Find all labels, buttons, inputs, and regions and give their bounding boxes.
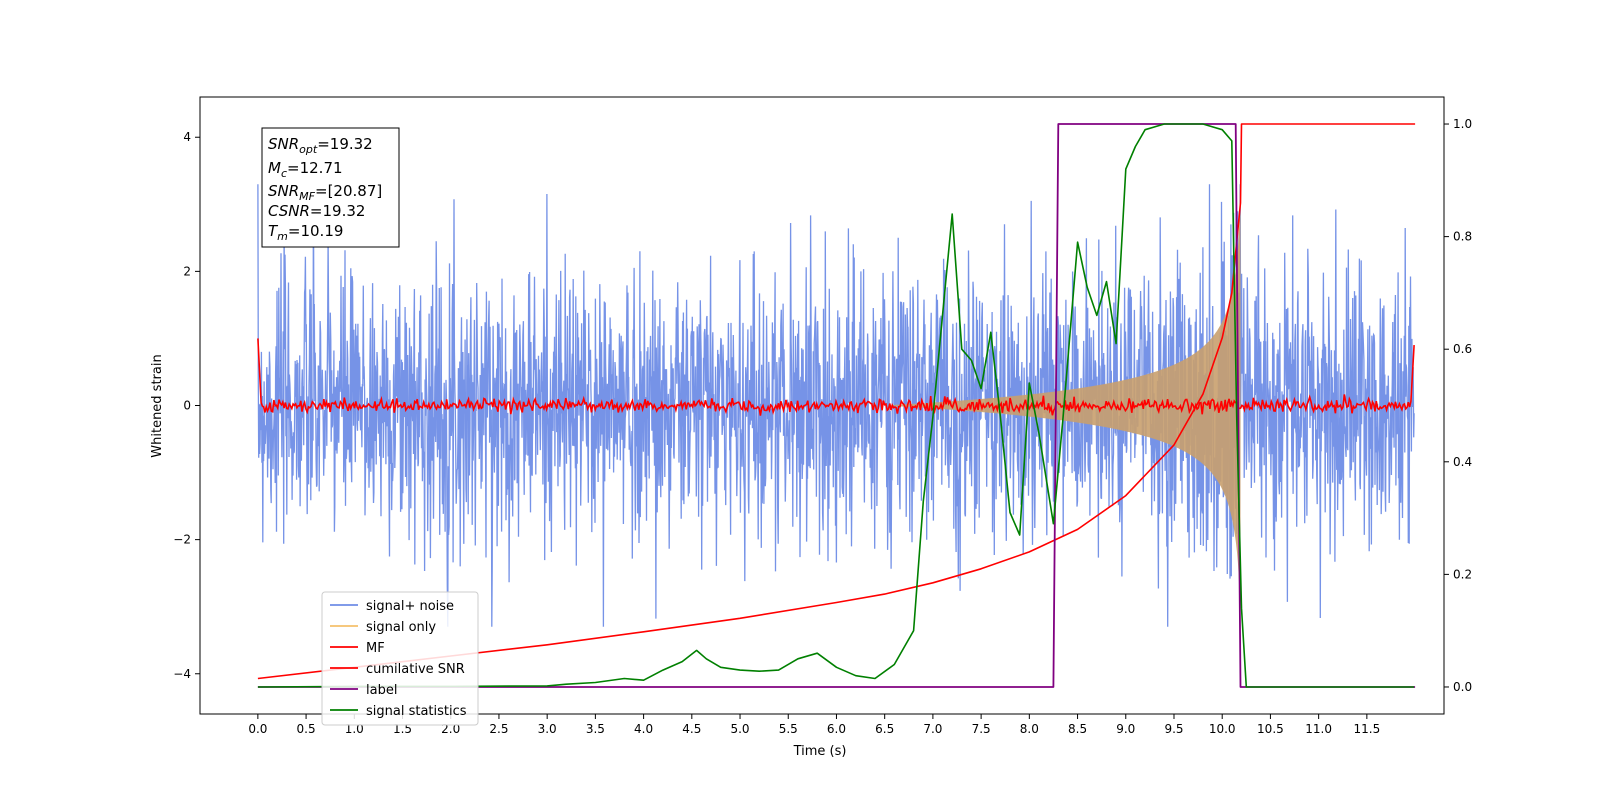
x-axis-label: Time (s) (793, 744, 847, 759)
legend-label: cumilative SNR (366, 662, 465, 677)
x-tick-label: 0.0 (248, 722, 267, 736)
series-signal-plus-noise (257, 184, 1415, 627)
y-tick-label: −4 (173, 667, 191, 681)
legend-label: signal only (366, 620, 436, 635)
legend-label: signal+ noise (366, 599, 454, 614)
x-tick-label: 5.0 (730, 722, 749, 736)
x-tick-label: 8.5 (1068, 722, 1087, 736)
y2-tick-label: 1.0 (1453, 117, 1472, 131)
annotation-line-5: Tm=10.19 (268, 222, 343, 243)
y2-tick-label: 0.6 (1453, 342, 1472, 356)
x-tick-label: 2.5 (489, 722, 508, 736)
y-tick-label: 0 (183, 399, 191, 413)
legend-frame (321, 591, 479, 726)
x-tick-label: 3.5 (586, 722, 605, 736)
x-tick-label: 11.5 (1353, 722, 1380, 736)
x-tick-label: 4.5 (682, 722, 701, 736)
x-tick-label: 10.5 (1257, 722, 1284, 736)
legend-label: signal statistics (366, 704, 467, 719)
legend: signal+ noise signal only MF cumilative SNR… (321, 591, 479, 726)
series-signal-statistics (257, 123, 1415, 688)
y2-tick-label: 0.0 (1453, 680, 1472, 694)
legend-label: MF (366, 641, 385, 656)
series-cumulative-snr (257, 123, 1416, 680)
x-tick-label: 7.0 (923, 722, 942, 736)
y-tick-label: 4 (183, 130, 191, 144)
annotation-line-4: CSNR=19.32 (268, 202, 365, 220)
x-tick-label: 9.0 (1116, 722, 1135, 736)
legend-label: label (366, 683, 397, 698)
y2-tick-label: 0.8 (1453, 230, 1472, 244)
x-tick-label: 8.0 (1020, 722, 1039, 736)
x-tick-label: 11.0 (1305, 722, 1332, 736)
x-tick-label: 4.0 (634, 722, 653, 736)
plot-area (257, 123, 1416, 688)
x-tick-label: 6.0 (827, 722, 846, 736)
axes: 0.0 0.5 1.0 1.5 2.0 2.5 3.0 3.5 4.0 4.5 5.0 5.5 6.0 6… (173, 96, 1472, 736)
x-tick-label: 7.5 (972, 722, 991, 736)
y-tick-label: −2 (173, 533, 191, 547)
y2-tick-label: 0.4 (1453, 455, 1472, 469)
series-mf (257, 338, 1415, 416)
annotation-box: SNRopt=19.32 Mc=12.71 SNRMF=[20.87] CSNR… (261, 127, 400, 248)
annotation-line-3: SNRMF=[20.87] (268, 182, 382, 203)
x-tick-label: 9.5 (1164, 722, 1183, 736)
x-tick-label: 5.5 (779, 722, 798, 736)
annotation-line-1: SNRopt=19.32 (268, 135, 373, 156)
y2-tick-label: 0.2 (1453, 567, 1472, 581)
x-tick-label: 10.0 (1209, 722, 1236, 736)
y-axis-label: Whitened strain (150, 354, 165, 457)
x-tick-label: 0.5 (297, 722, 316, 736)
annotation-frame (261, 127, 400, 248)
y-tick-label: 2 (183, 264, 191, 278)
annotation-line-2: Mc=12.71 (268, 159, 343, 180)
x-tick-label: 6.5 (875, 722, 894, 736)
x-tick-label: 3.0 (538, 722, 557, 736)
